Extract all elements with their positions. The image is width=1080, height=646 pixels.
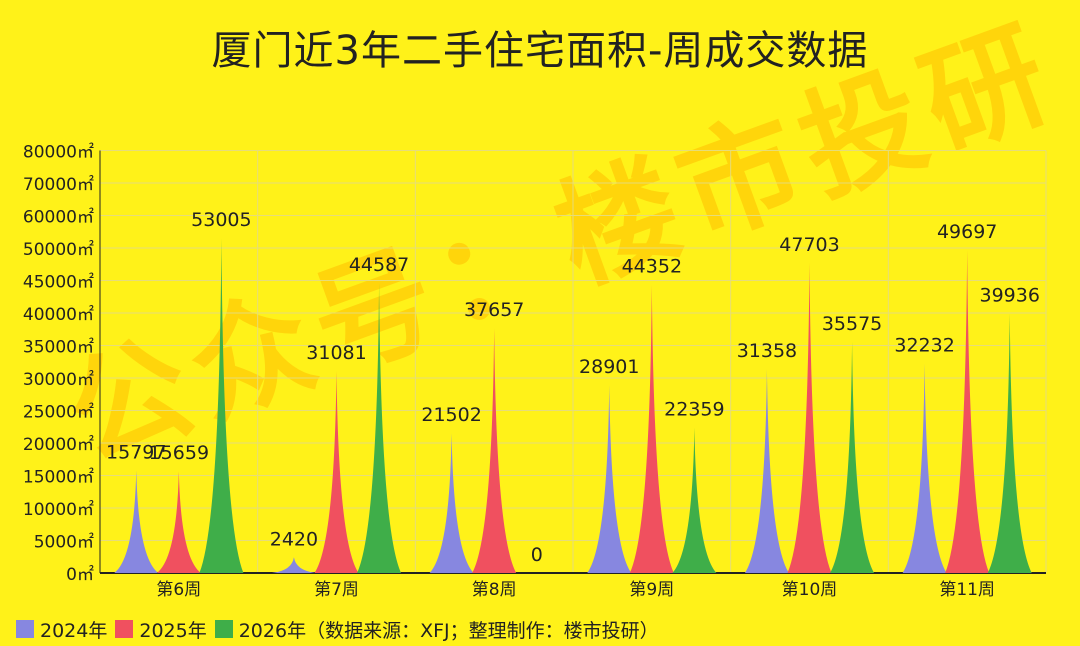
y-tick-label: 25000㎡ <box>23 403 94 423</box>
data-label: 35575 <box>822 313 882 335</box>
spike-2024年-第10周[interactable] <box>744 369 789 573</box>
spike-2025年-第11周[interactable] <box>945 249 990 574</box>
spike-2025年-第6周[interactable] <box>156 471 201 573</box>
legend-note: （数据来源：XFJ；整理制作：楼市投研） <box>306 619 659 642</box>
data-label: 2420 <box>270 528 318 550</box>
x-tick-label: 第6周 <box>156 580 201 600</box>
y-tick-label: 80000㎡ <box>23 143 94 163</box>
x-tick-label: 第9周 <box>629 580 674 600</box>
y-tick-label: 35000㎡ <box>23 338 94 358</box>
spike-2024年-第7周[interactable] <box>271 557 316 573</box>
data-label: 31358 <box>737 340 797 362</box>
x-tick-label: 第10周 <box>782 580 838 600</box>
spike-2025年-第8周[interactable] <box>472 328 517 573</box>
spike-2024年-第9周[interactable] <box>587 385 632 573</box>
chart-title: 厦门近3年二手住宅面积-周成交数据 <box>211 28 869 74</box>
legend: 2024年 2025年 2026年 （数据来源：XFJ；整理制作：楼市投研） <box>16 616 667 642</box>
data-label: 44587 <box>349 254 409 276</box>
y-tick-label: 45000㎡ <box>23 273 94 293</box>
data-label: 44352 <box>622 256 682 278</box>
data-label: 21502 <box>421 404 481 426</box>
spike-2024年-第11周[interactable] <box>902 363 947 573</box>
x-axis: 第6周 第7周 第8周 第9周 第10周 第11周 <box>156 580 995 600</box>
x-tick-label: 第8周 <box>472 580 517 600</box>
spike-2025年-第7周[interactable] <box>314 370 359 573</box>
spike-2026年-第6周[interactable] <box>199 238 244 573</box>
data-label: 47703 <box>779 234 839 256</box>
y-tick-label: 50000㎡ <box>23 240 94 260</box>
legend-item-2026[interactable]: 2026年 （数据来源：XFJ；整理制作：楼市投研） <box>214 616 659 643</box>
x-tick-label: 第7周 <box>314 580 359 600</box>
data-label: 32232 <box>894 334 954 356</box>
y-tick-label: 40000㎡ <box>23 305 94 325</box>
data-label: 49697 <box>937 221 997 243</box>
data-label: 37657 <box>464 299 524 321</box>
y-tick-label: 15000㎡ <box>23 468 94 488</box>
data-label: 31081 <box>306 342 366 364</box>
data-label: 53005 <box>191 209 251 231</box>
spike-2024年-第8周[interactable] <box>429 433 474 573</box>
legend-label-2025: 2025年 <box>139 619 207 642</box>
legend-label-2026: 2026年 <box>238 619 307 642</box>
y-tick-label: 60000㎡ <box>23 208 94 228</box>
y-tick-label: 5000㎡ <box>34 533 94 553</box>
y-tick-label: 70000㎡ <box>23 175 94 195</box>
legend-item-2025[interactable]: 2025年 <box>115 616 207 643</box>
spike-2026年-第7周[interactable] <box>357 283 402 573</box>
data-label: 39936 <box>980 284 1040 306</box>
data-label: 15797 <box>106 441 166 463</box>
spike-2026年-第9周[interactable] <box>672 427 717 573</box>
legend-item-2024[interactable]: 2024年 <box>16 616 107 643</box>
legend-swatch-2024 <box>16 620 34 638</box>
y-tick-label: 0㎡ <box>66 565 94 585</box>
data-label: 15659 <box>149 442 209 464</box>
plot-area <box>114 238 1032 574</box>
legend-swatch-2026 <box>214 620 233 638</box>
data-label: 28901 <box>579 356 639 378</box>
grid-layer <box>99 150 1047 574</box>
legend-swatch-2025 <box>115 620 134 638</box>
y-tick-label: 30000㎡ <box>23 370 94 390</box>
spike-2024年-第6周[interactable] <box>114 470 159 573</box>
spike-2026年-第11周[interactable] <box>987 313 1032 573</box>
data-label: 0 <box>531 544 543 566</box>
spike-2025年-第9周[interactable] <box>629 284 674 573</box>
spike-2026年-第10周[interactable] <box>830 341 875 573</box>
y-tick-label: 10000㎡ <box>23 500 94 520</box>
data-label: 22359 <box>664 399 724 421</box>
x-tick-label: 第11周 <box>939 580 995 600</box>
y-tick-label: 20000㎡ <box>23 435 94 455</box>
legend-label-2024: 2024年 <box>40 619 108 642</box>
spike-2025年-第10周[interactable] <box>787 262 832 573</box>
y-axis: 0㎡ 5000㎡ 10000㎡ 15000㎡ 20000㎡ 25000㎡ 30000㎡ 350… <box>23 143 94 586</box>
